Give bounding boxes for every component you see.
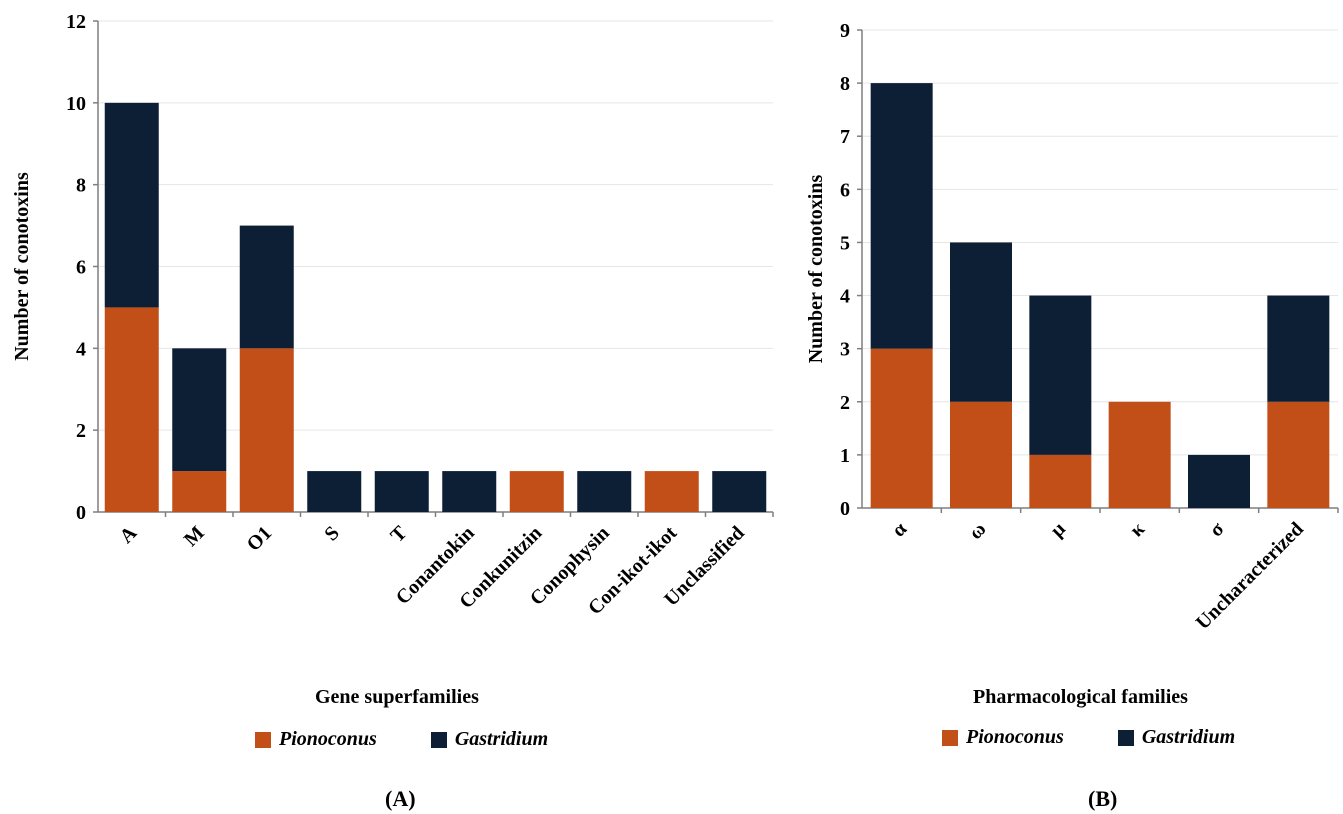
x-tick-label-a-o1-2: O1 (243, 522, 277, 556)
bar-a-conkunitzin-pionoconus (509, 471, 564, 512)
y-tick-label-b-6: 6 (840, 179, 850, 201)
bar-a-o1-gastridium (239, 225, 294, 349)
y-tick-label-a-2: 2 (76, 420, 86, 442)
bar-a-con-ikot-ikot-pionoconus (644, 471, 699, 512)
y-tick-label-b-1: 1 (840, 445, 850, 467)
bar-b-cat-gastridium (1188, 454, 1250, 508)
legend-a: Pionoconus Gastridium (255, 728, 548, 751)
legend-label-pionoconus-b: Pionoconus (966, 726, 1064, 748)
x-tick-label-b-cat-4: σ (1205, 518, 1228, 541)
panel-label-b: (B) (1088, 786, 1118, 811)
y-tick-label-b-7: 7 (840, 126, 850, 148)
panel-label-a: (A) (385, 786, 416, 811)
bar-b-uncharacterized-pionoconus (1267, 401, 1330, 508)
bar-a-a-gastridium (104, 102, 159, 308)
y-tick-label-b-3: 3 (840, 339, 850, 361)
bar-a-unclassified-gastridium (712, 471, 767, 512)
bar-a-m-gastridium (172, 348, 227, 472)
bar-b-cat-pionoconus (1029, 454, 1092, 508)
x-tick-label-a-t-4: T (386, 522, 411, 547)
legend-label-gastridium-a: Gastridium (454, 728, 549, 750)
x-tick-label-a-m-1: M (180, 522, 209, 551)
legend-swatch-gastridium-a (430, 731, 447, 748)
bar-b-uncharacterized-gastridium (1267, 295, 1330, 402)
y-tick-label-b-4: 4 (840, 286, 850, 308)
y-tick-label-a-0: 0 (76, 502, 86, 524)
bar-b-cat-pionoconus (950, 401, 1012, 508)
legend-label-gastridium-b: Gastridium (1141, 726, 1236, 748)
x-tick-label-b-cat-3: κ (1126, 518, 1149, 541)
y-axis-title-b: Number of conotoxins (805, 175, 827, 364)
bar-b-cat-pionoconus (870, 348, 933, 508)
y-tick-label-b-0: 0 (840, 498, 850, 520)
x-tick-label-a-s-3: S (320, 522, 343, 545)
x-tick-label-b-cat-1: ω (965, 518, 991, 544)
bar-b-cat-gastridium (950, 242, 1012, 402)
y-tick-label-b-8: 8 (840, 73, 850, 95)
x-tick-label-b-cat-2: μ (1046, 518, 1070, 542)
y-tick-label-a-10: 10 (66, 93, 86, 115)
legend-swatch-gastridium-b (1117, 729, 1134, 746)
legend-item-pionoconus-a: Pionoconus (255, 728, 377, 751)
y-tick-label-a-4: 4 (76, 338, 86, 360)
bar-b-cat-pionoconus (1108, 401, 1171, 508)
bar-a-s-gastridium (307, 471, 362, 512)
bar-a-conophysin-gastridium (577, 471, 632, 512)
y-axis-title-a: Number of conotoxins (11, 172, 33, 361)
y-tick-label-b-2: 2 (840, 392, 850, 414)
x-tick-label-b-uncharacterized-5: Uncharacterized (1192, 518, 1308, 634)
legend-swatch-pionoconus-a (255, 731, 271, 748)
y-tick-label-a-12: 12 (66, 11, 86, 33)
bar-a-m-pionoconus (172, 471, 227, 512)
bar-a-a-pionoconus (104, 307, 159, 512)
legend-b: Pionoconus Gastridium (942, 726, 1235, 749)
legend-item-gastridium-b: Gastridium (1117, 726, 1236, 749)
x-tick-label-b-cat-0: α (888, 518, 911, 541)
legend-item-gastridium-a: Gastridium (430, 728, 549, 751)
y-tick-label-a-8: 8 (76, 175, 86, 197)
y-tick-label-b-9: 9 (840, 20, 850, 42)
x-axis-title-b: Pharmacological families (973, 686, 1188, 708)
bar-b-cat-gastridium (870, 83, 933, 349)
bar-a-o1-pionoconus (239, 348, 294, 512)
legend-item-pionoconus-b: Pionoconus (942, 726, 1064, 749)
legend-label-pionoconus-a: Pionoconus (279, 728, 377, 750)
legend-swatch-pionoconus-b (942, 729, 958, 746)
bar-b-cat-gastridium (1029, 295, 1092, 455)
x-tick-label-a-a-0: A (116, 522, 142, 548)
bar-a-conantokin-gastridium (442, 471, 497, 512)
bar-a-t-gastridium (374, 471, 429, 512)
y-tick-label-a-6: 6 (76, 257, 86, 279)
x-axis-title-a: Gene superfamilies (315, 686, 479, 708)
y-tick-label-b-5: 5 (840, 232, 850, 254)
